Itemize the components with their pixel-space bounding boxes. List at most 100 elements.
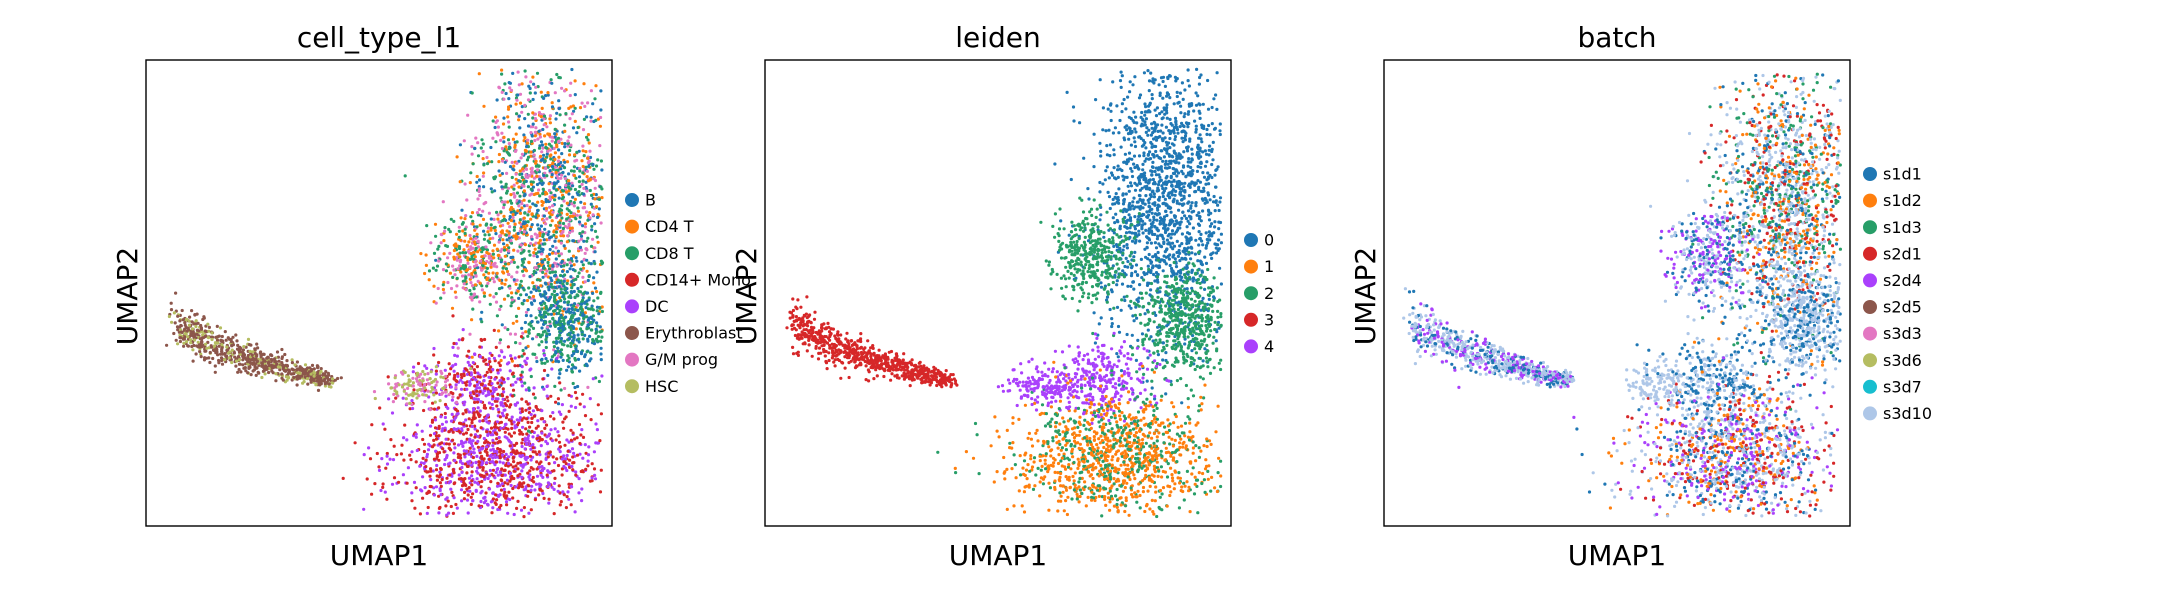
scatter-point <box>594 441 598 445</box>
scatter-point <box>486 387 490 391</box>
scatter-point <box>482 185 486 189</box>
scatter-point <box>514 102 518 106</box>
scatter-point <box>489 217 493 221</box>
scatter-point <box>393 386 397 390</box>
scatter-point <box>485 162 490 166</box>
scatter-point <box>587 141 591 145</box>
scatter-point <box>239 370 243 374</box>
scatter-point <box>583 225 588 229</box>
scatter-point <box>243 356 247 360</box>
scatter-point <box>263 372 267 376</box>
scatter-point <box>510 291 514 295</box>
scatter-point <box>493 425 497 429</box>
scatter-point <box>1183 214 1187 218</box>
scatter-point <box>504 422 508 426</box>
scatter-point <box>372 390 377 394</box>
scatter-point <box>547 205 552 209</box>
scatter-point <box>568 295 572 299</box>
scatter-point <box>542 349 546 353</box>
scatter-point <box>477 72 481 76</box>
scatter-point <box>521 269 525 273</box>
scatter-point <box>529 217 533 221</box>
scatter-point <box>439 375 443 379</box>
scatter-point <box>563 386 567 391</box>
scatter-point <box>475 389 479 393</box>
scatter-point <box>436 286 440 291</box>
scatter-point <box>548 154 552 158</box>
scatter-point <box>522 352 526 356</box>
scatter-point <box>459 258 463 262</box>
scatter-point <box>551 411 555 415</box>
scatter-point <box>411 370 415 374</box>
scatter-point <box>517 355 521 359</box>
scatter-point <box>518 169 522 173</box>
scatter-point <box>475 394 479 398</box>
scatter-point <box>456 412 460 416</box>
scatter-point <box>437 426 441 430</box>
scatter-point <box>494 300 499 304</box>
scatter-point <box>482 378 486 383</box>
scatter-point <box>509 239 513 243</box>
scatter-point <box>503 490 507 494</box>
scatter-point <box>585 291 589 295</box>
scatter-point <box>560 259 564 263</box>
scatter-point <box>551 270 555 274</box>
scatter-point <box>506 262 510 266</box>
scatter-point <box>516 265 520 269</box>
scatter-point <box>487 256 491 260</box>
scatter-point <box>514 132 518 136</box>
scatter-point <box>495 432 499 436</box>
scatter-point <box>580 309 584 313</box>
scatter-point <box>499 304 503 308</box>
scatter-point <box>414 486 418 490</box>
scatter-point <box>457 473 461 477</box>
scatter-point <box>544 457 548 461</box>
scatter-point <box>508 81 512 85</box>
scatter-point <box>556 346 560 350</box>
scatter-point <box>540 326 544 330</box>
scatter-point <box>217 344 221 348</box>
scatter-point <box>529 466 533 470</box>
scatter-point <box>488 237 492 241</box>
scatter-point <box>255 342 259 346</box>
scatter-point <box>503 254 507 258</box>
scatter-point <box>481 446 485 450</box>
scatter-point <box>509 419 513 423</box>
scatter-point <box>553 384 557 388</box>
scatter-point <box>591 177 596 181</box>
scatter-point <box>561 490 565 494</box>
scatter-point <box>529 139 534 143</box>
scatter-point <box>482 237 486 241</box>
scatter-point <box>412 480 417 484</box>
scatter-point <box>577 337 581 341</box>
scatter-point <box>570 485 574 489</box>
scatter-point <box>176 314 180 318</box>
scatter-point <box>1186 79 1190 83</box>
scatter-point <box>553 151 558 155</box>
scatter-point <box>517 83 521 87</box>
scatter-point <box>452 341 456 346</box>
scatter-point <box>570 369 574 373</box>
scatter-point <box>516 231 520 236</box>
scatter-point <box>208 350 212 355</box>
scatter-point <box>531 75 535 79</box>
scatter-point <box>546 93 550 97</box>
scatter-point <box>494 120 498 124</box>
scatter-point <box>581 206 585 210</box>
scatter-point <box>280 361 284 365</box>
scatter-point <box>1156 250 1160 255</box>
scatter-point <box>459 442 464 446</box>
scatter-point <box>521 348 525 353</box>
scatter-point <box>562 493 566 497</box>
scatter-point <box>498 439 502 443</box>
scatter-point <box>570 202 574 206</box>
scatter-point <box>553 270 558 274</box>
scatter-point <box>560 197 564 201</box>
scatter-point <box>501 270 505 274</box>
scatter-point <box>511 258 515 262</box>
scatter-point <box>544 345 548 350</box>
scatter-point <box>522 288 526 292</box>
scatter-point <box>513 443 517 447</box>
scatter-point <box>503 430 507 434</box>
scatter-point <box>527 286 531 290</box>
